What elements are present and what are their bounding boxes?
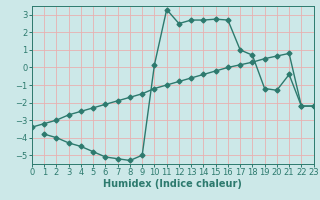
X-axis label: Humidex (Indice chaleur): Humidex (Indice chaleur): [103, 179, 242, 189]
